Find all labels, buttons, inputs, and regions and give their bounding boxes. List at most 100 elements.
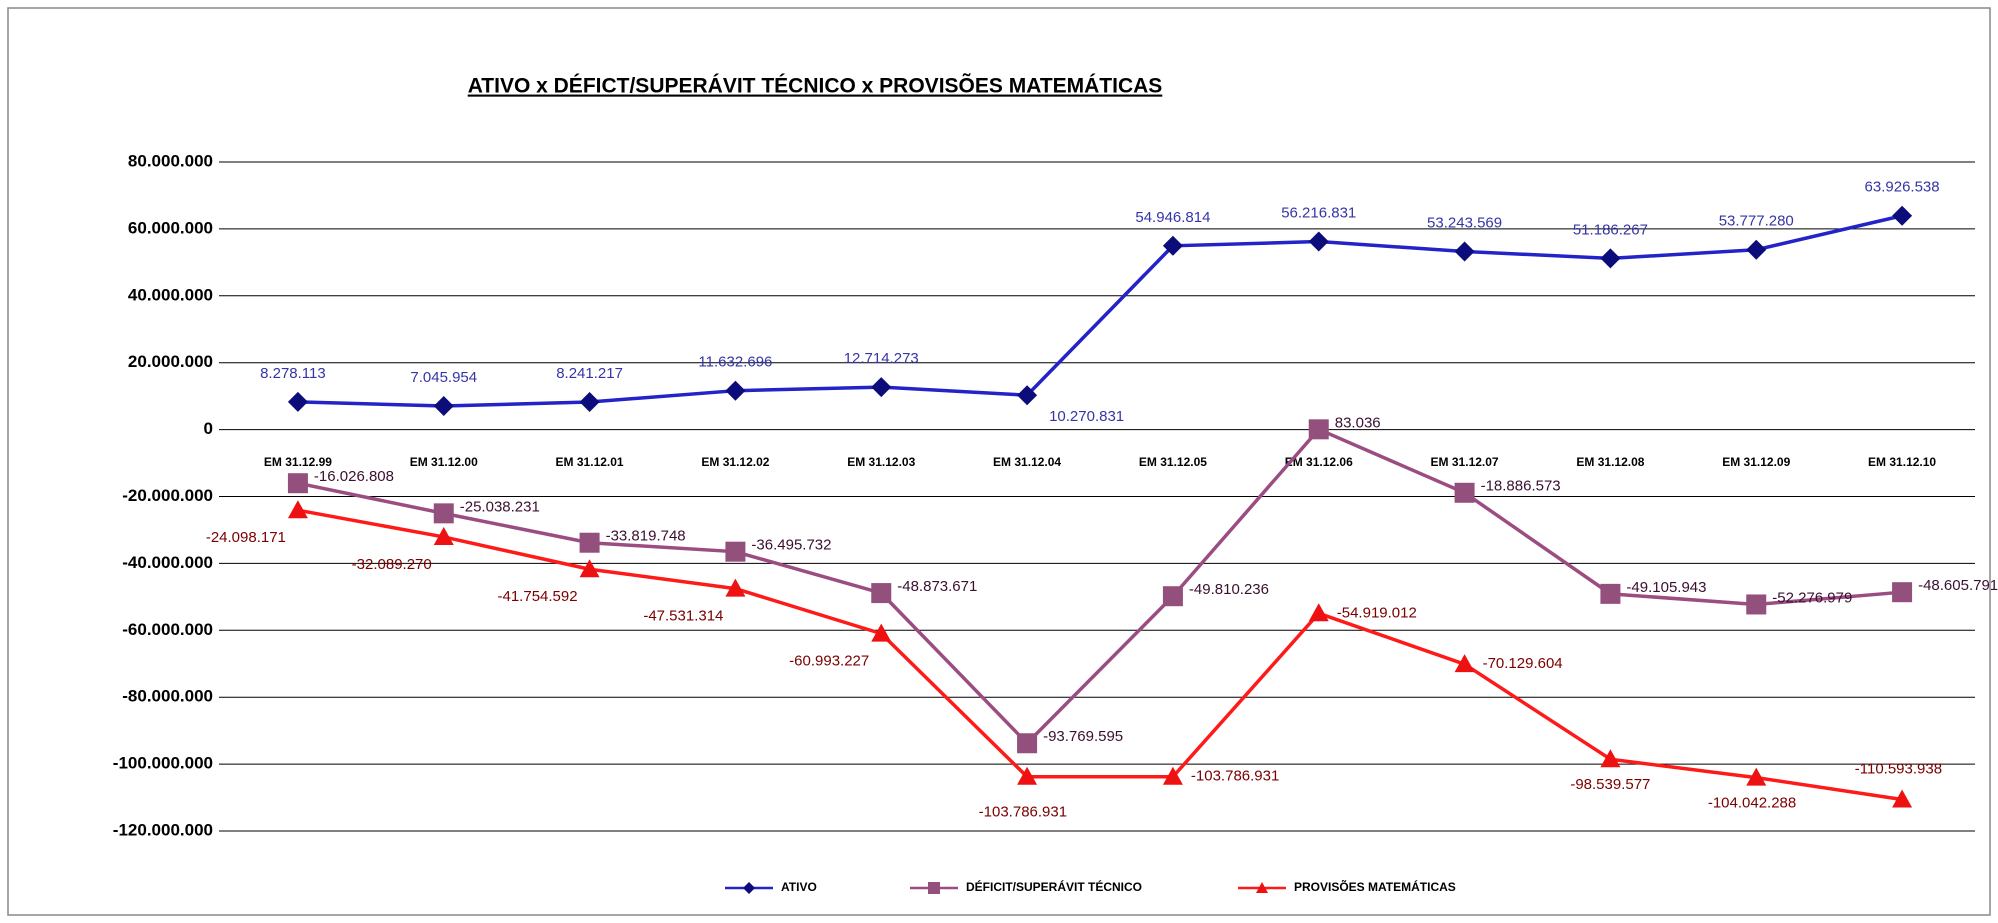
data-label: 51.186.267 — [1573, 221, 1648, 238]
data-label: -110.593.938 — [1855, 761, 1942, 778]
data-point — [1600, 749, 1621, 768]
x-tick-label: EM 31.12.09 — [1722, 455, 1790, 469]
data-point — [1308, 231, 1329, 252]
data-point — [871, 583, 892, 604]
data-point — [1600, 583, 1621, 604]
legend-label: DÉFICIT/SUPERÁVIT TÉCNICO — [966, 879, 1142, 894]
data-point — [1746, 594, 1767, 615]
data-point — [1454, 241, 1475, 262]
data-point — [1017, 766, 1038, 785]
legend-marker — [928, 882, 940, 894]
data-label: 8.278.113 — [260, 365, 326, 382]
data-point — [1162, 235, 1183, 256]
y-tick-label: 40.000.000 — [128, 285, 213, 304]
data-label: -33.819.748 — [606, 528, 686, 545]
x-tick-label: EM 31.12.99 — [264, 455, 332, 469]
data-point — [1162, 586, 1183, 607]
data-label: -52.276.979 — [1772, 589, 1852, 606]
data-label: -16.026.808 — [314, 468, 394, 485]
x-tick-label: EM 31.12.02 — [701, 455, 769, 469]
data-point — [1746, 767, 1767, 786]
data-label: -18.886.573 — [1481, 478, 1561, 495]
data-label: -47.531.314 — [643, 608, 723, 625]
y-tick-label: 80.000.000 — [128, 151, 213, 170]
y-tick-label: -20.000.000 — [122, 486, 213, 505]
data-point — [725, 541, 746, 562]
data-label: -104.042.288 — [1708, 795, 1796, 812]
data-point — [579, 559, 600, 578]
y-tick-label: -60.000.000 — [122, 620, 213, 639]
data-label: 11.632.696 — [698, 354, 772, 371]
data-label: 12.714.273 — [844, 350, 919, 367]
y-tick-label: 20.000.000 — [128, 352, 213, 371]
x-tick-label: EM 31.12.01 — [556, 455, 624, 469]
data-label: -49.105.943 — [1626, 579, 1706, 596]
data-label: 7.045.954 — [410, 369, 477, 386]
data-label: -49.810.236 — [1189, 581, 1269, 598]
y-tick-label: 0 — [204, 419, 213, 438]
data-label: -41.754.592 — [498, 588, 578, 605]
y-tick-label: 60.000.000 — [128, 218, 213, 237]
x-tick-label: EM 31.12.06 — [1285, 455, 1353, 469]
data-point — [433, 526, 454, 545]
data-point — [725, 380, 746, 401]
series-line — [297, 508, 1903, 802]
y-tick-label: -120.000.000 — [113, 820, 213, 839]
data-point — [1162, 766, 1183, 785]
data-label: -93.769.595 — [1043, 728, 1123, 745]
chart-title: ATIVO x DÉFICT/SUPERÁVIT TÉCNICO x PROVI… — [468, 74, 1163, 98]
data-label: 53.777.280 — [1719, 213, 1794, 230]
legend-label: PROVISÕES MATEMÁTICAS — [1294, 879, 1456, 894]
y-tick-label: -40.000.000 — [122, 553, 213, 572]
x-tick-label: EM 31.12.10 — [1868, 455, 1936, 469]
data-point — [1017, 733, 1038, 754]
data-point — [1454, 654, 1475, 673]
x-tick-label: EM 31.12.00 — [410, 455, 478, 469]
x-tick-label: EM 31.12.03 — [847, 455, 915, 469]
data-label: 8.241.217 — [556, 365, 623, 382]
data-point — [1746, 239, 1767, 260]
data-label: 54.946.814 — [1135, 209, 1210, 226]
data-label: 53.243.569 — [1427, 214, 1502, 231]
x-tick-label: EM 31.12.07 — [1431, 455, 1499, 469]
data-point — [287, 473, 308, 494]
data-point — [1600, 248, 1621, 269]
data-point — [287, 391, 308, 412]
data-label: 56.216.831 — [1281, 205, 1356, 222]
x-tick-label: EM 31.12.04 — [993, 455, 1061, 469]
data-label: -103.786.931 — [1191, 768, 1279, 785]
data-label: -25.038.231 — [460, 498, 540, 515]
data-label: 10.270.831 — [1049, 408, 1124, 425]
data-point — [1892, 789, 1913, 808]
data-point — [287, 500, 308, 519]
data-point — [1017, 385, 1038, 406]
data-label: 63.926.538 — [1865, 179, 1940, 196]
x-tick-label: EM 31.12.08 — [1576, 455, 1644, 469]
data-label: -103.786.931 — [979, 804, 1067, 821]
data-label: -98.539.577 — [1570, 776, 1650, 793]
data-label: -24.098.171 — [206, 529, 286, 546]
data-label: 83.036 — [1335, 414, 1381, 431]
data-label: -48.605.791 — [1918, 577, 1998, 594]
data-point — [1308, 603, 1329, 622]
data-point — [725, 578, 746, 597]
data-point — [1454, 482, 1475, 503]
data-point — [433, 503, 454, 524]
x-tick-label: EM 31.12.05 — [1139, 455, 1207, 469]
data-point — [579, 392, 600, 413]
data-point — [871, 623, 892, 642]
legend-label: ATIVO — [781, 880, 817, 894]
series-line — [297, 427, 1903, 746]
data-label: -48.873.671 — [897, 578, 977, 595]
data-point — [1892, 582, 1913, 603]
y-tick-label: -80.000.000 — [122, 687, 213, 706]
data-label: -36.495.732 — [751, 537, 831, 554]
data-point — [1308, 419, 1329, 440]
data-point — [579, 532, 600, 553]
y-tick-label: -100.000.000 — [113, 754, 213, 773]
legend-marker — [743, 882, 755, 894]
legend-marker — [1256, 882, 1268, 893]
data-label: -54.919.012 — [1337, 604, 1417, 621]
data-point — [1892, 205, 1913, 226]
